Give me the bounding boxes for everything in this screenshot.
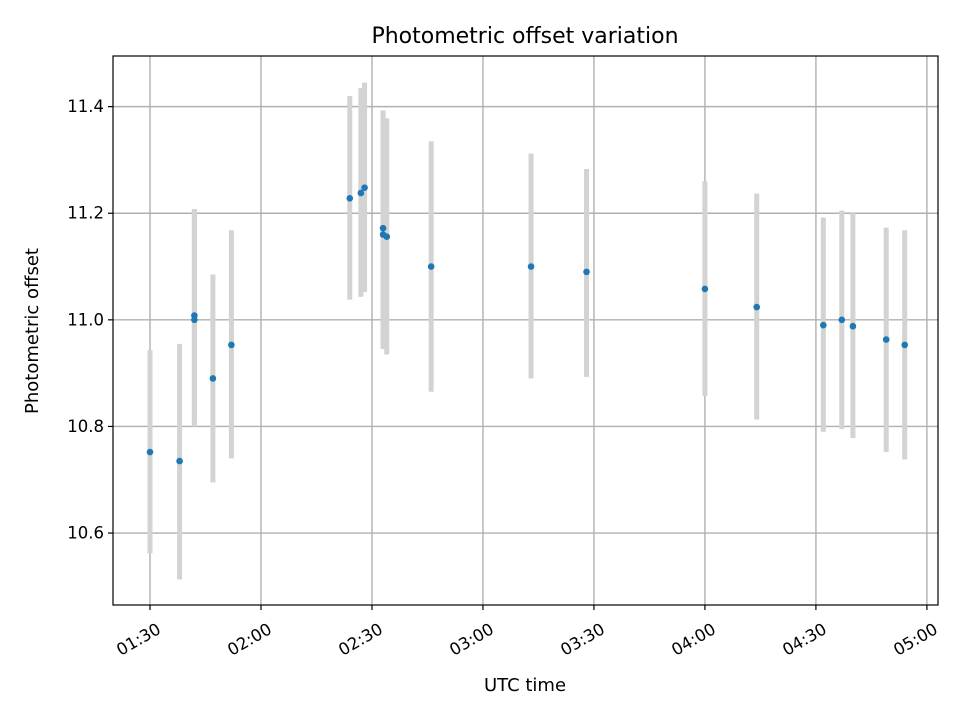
y-axis-label: Photometric offset (22, 248, 43, 414)
data-point (838, 316, 846, 324)
y-tick-label: 11.0 (67, 310, 104, 329)
x-tick-label: 03:00 (446, 619, 497, 659)
data-point (361, 184, 368, 191)
error-bars (147, 82, 908, 580)
x-tick-label: 05:00 (890, 619, 941, 659)
data-point (901, 341, 909, 349)
data-point (427, 263, 435, 270)
data-points (146, 184, 909, 465)
data-point (882, 336, 890, 343)
data-point (357, 189, 365, 197)
chart-title: Photometric offset variation (371, 24, 678, 49)
data-point (176, 457, 183, 465)
x-tick-label: 01:30 (113, 619, 164, 659)
data-point (583, 268, 590, 276)
y-tick-label: 10.6 (67, 524, 104, 543)
x-tick-label: 03:30 (557, 619, 608, 659)
data-point (820, 321, 827, 329)
plot-frame (112, 55, 939, 606)
x-tick-label: 02:00 (224, 619, 275, 659)
data-point (379, 224, 387, 232)
axis-ticks: 01:30 02:00 02:30 03:00 03:30 04:00 04:30 05:00… (67, 97, 941, 660)
x-tick-label: 04:00 (668, 619, 719, 659)
y-tick-label: 11.2 (67, 204, 104, 223)
data-point (209, 375, 217, 382)
data-point (346, 195, 354, 202)
x-tick-label: 02:30 (335, 619, 386, 659)
data-point (753, 303, 761, 311)
x-axis-label: UTC time (484, 675, 566, 696)
data-point (527, 263, 535, 270)
data-point (849, 322, 857, 330)
data-point (383, 233, 391, 240)
data-point (228, 341, 235, 349)
y-tick-label: 10.8 (67, 417, 104, 436)
data-point (146, 448, 154, 456)
data-point (701, 285, 709, 293)
data-point (191, 316, 198, 324)
grid-lines (113, 56, 938, 605)
x-tick-label: 04:30 (779, 619, 830, 659)
y-tick-label: 11.4 (67, 97, 104, 116)
